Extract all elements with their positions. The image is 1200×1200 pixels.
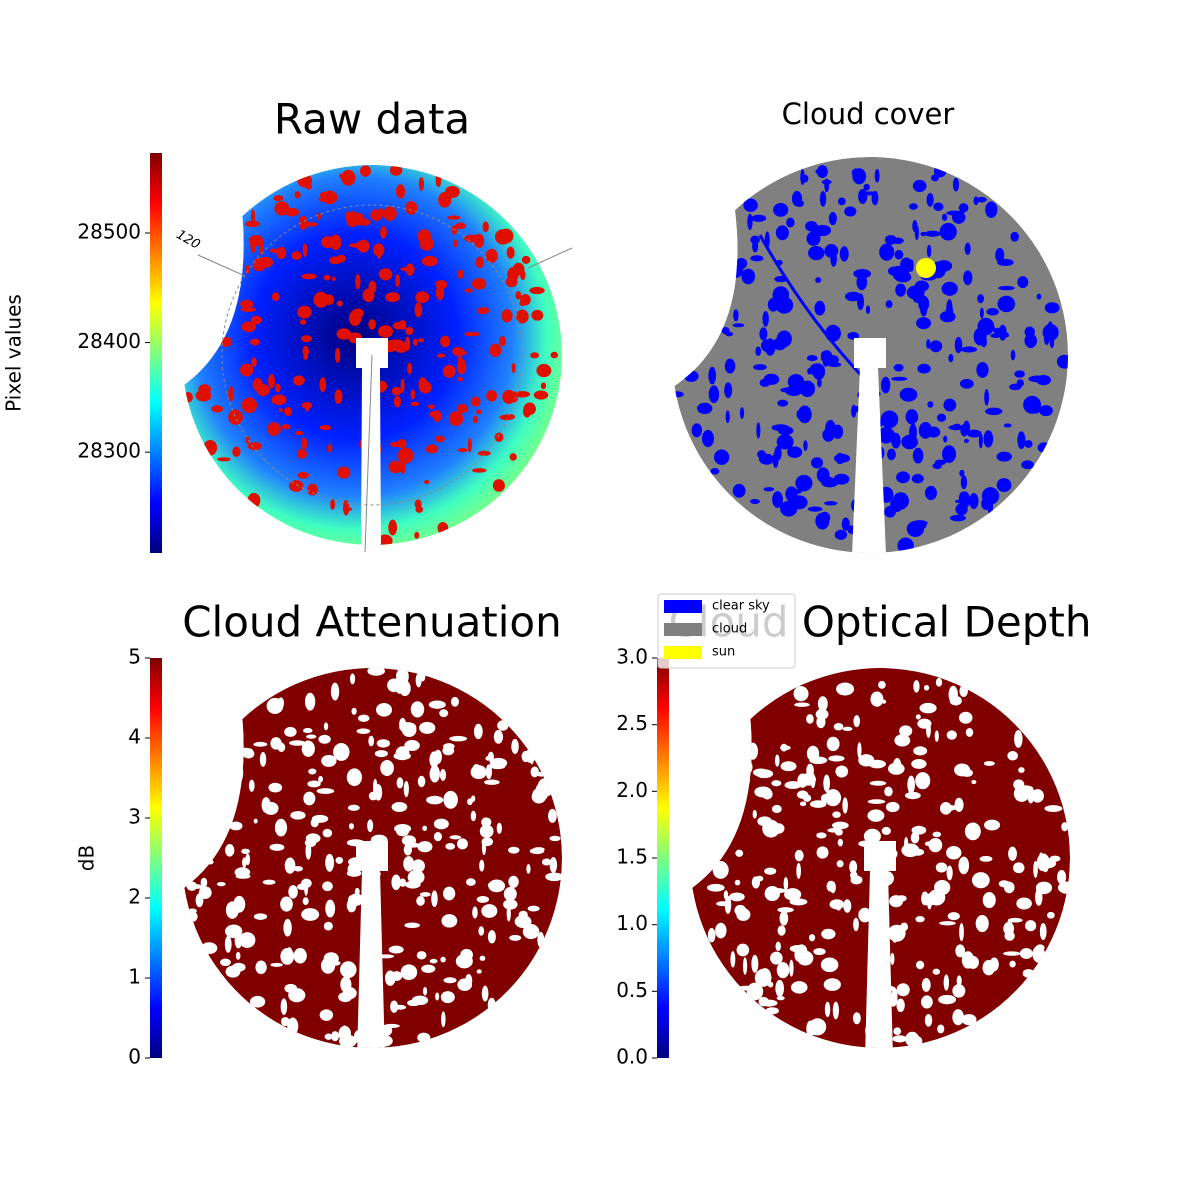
colorbar-tick-label: 3.0: [616, 645, 648, 669]
colorbar: [657, 658, 669, 1058]
colorbar: [150, 658, 162, 1058]
colorbar-tick-label: 2.0: [616, 778, 648, 802]
colorbar-tick-label: 4: [128, 725, 141, 749]
axis-line: [197, 254, 246, 277]
sky-image: [184, 668, 562, 1049]
legend-swatch: [664, 623, 702, 636]
colorbar-tick-label: 0.0: [616, 1045, 648, 1069]
axis-line: [364, 354, 373, 553]
legend-label: cloud: [712, 622, 747, 637]
colorbar-tick-label: 2.5: [616, 711, 648, 735]
colorbar-label: dB: [75, 845, 99, 871]
annotation: 120: [173, 227, 202, 252]
axis-line: [527, 247, 573, 269]
colorbar-tick-label: 2: [128, 885, 141, 909]
panel-title: Cloud cover: [782, 97, 955, 131]
panel-title: Cloud Attenuation: [182, 598, 562, 647]
colorbar-tick-label: 1: [128, 965, 141, 989]
colorbar-tick-label: 1.0: [616, 911, 648, 935]
panel-title: Raw data: [274, 95, 470, 144]
legend-label: sun: [712, 645, 735, 660]
colorbar: [150, 153, 162, 553]
colorbar-tick-label: 3: [128, 805, 141, 829]
legend-swatch: [664, 600, 702, 613]
colorbar-tick-label: 1.5: [616, 845, 648, 869]
legend: clear sky cloud sun: [657, 593, 796, 669]
sky-image: [674, 157, 1068, 553]
colorbar-tick-label: 0: [128, 1045, 141, 1069]
sky-image: [692, 668, 1071, 1048]
colorbar-label: Pixel values: [2, 294, 26, 412]
colorbar-tick-label: 0.5: [616, 978, 648, 1002]
sky-image: [184, 165, 563, 546]
colorbar-tick-label: 28500: [77, 220, 141, 244]
colorbar-tick-label: 28300: [77, 439, 141, 463]
sun-marker: [916, 258, 936, 278]
legend-label: clear sky: [712, 599, 770, 614]
colorbar-tick-label: 5: [128, 645, 141, 669]
colorbar-tick-label: 28400: [77, 329, 141, 353]
legend-swatch: [664, 646, 702, 659]
